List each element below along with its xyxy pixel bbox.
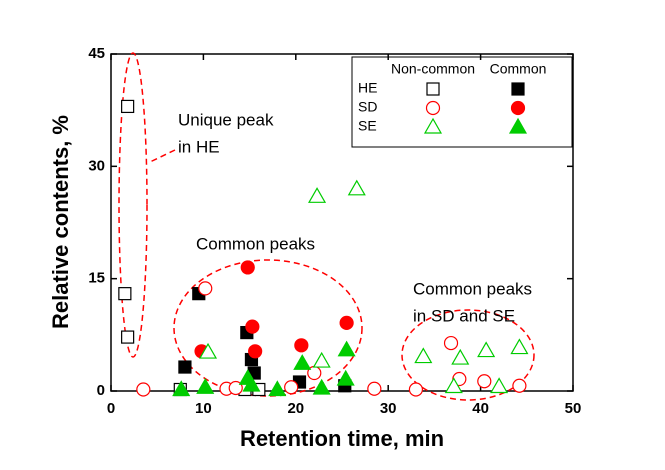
legend-label: SD [358, 99, 377, 115]
x-tick-label: 0 [107, 400, 115, 417]
point [444, 377, 463, 394]
x-tick-label: 40 [472, 400, 489, 417]
point [414, 347, 433, 364]
legend-header: Non-common [391, 61, 475, 77]
point [198, 342, 218, 359]
point [136, 382, 151, 397]
legend-marker [425, 100, 441, 116]
annotation: Unique peak [178, 110, 274, 129]
annotation: Common peaks [196, 234, 315, 253]
point [337, 340, 356, 357]
point [451, 348, 470, 365]
x-tick-label: 30 [380, 400, 397, 417]
legend [351, 56, 573, 148]
x-tick-label: 20 [287, 400, 304, 417]
y-tick-label: 30 [88, 157, 105, 174]
point [477, 374, 492, 389]
y-tick-label: 0 [97, 382, 105, 399]
point [245, 319, 260, 334]
point [196, 378, 215, 394]
annotation: in HE [178, 137, 220, 156]
point [240, 260, 255, 275]
point [248, 344, 263, 359]
ellipse [401, 309, 535, 401]
legend-label: HE [358, 80, 377, 96]
y-tick-label: 45 [88, 45, 105, 62]
highlight-ellipses [118, 52, 535, 401]
annotation: Common peaks [413, 279, 532, 298]
x-tick-label: 50 [565, 400, 582, 417]
point [118, 287, 132, 301]
legend-marker [423, 117, 443, 134]
point [121, 330, 135, 344]
point [172, 380, 191, 397]
point [408, 382, 424, 397]
point [347, 179, 366, 196]
point [308, 187, 327, 203]
ellipse [173, 259, 363, 397]
y-axis-title: Relative contents, % [48, 115, 73, 329]
legend-header: Common [490, 61, 547, 77]
point [284, 380, 299, 395]
point [268, 380, 287, 397]
point [367, 381, 382, 396]
point [490, 377, 509, 394]
point [121, 99, 135, 114]
legend-marker [426, 82, 440, 96]
annotation: in SD and SE [413, 306, 515, 325]
y-tick-label: 15 [88, 270, 105, 287]
point [178, 360, 192, 374]
point [294, 338, 309, 353]
point [510, 338, 529, 355]
legend-marker [511, 82, 525, 96]
legend-marker [508, 117, 528, 134]
ellipse [118, 52, 148, 358]
point [336, 369, 355, 386]
point [339, 315, 354, 330]
point [198, 281, 213, 296]
arrow [149, 149, 176, 163]
legend-marker [510, 100, 526, 116]
point [293, 354, 312, 370]
point [512, 378, 527, 393]
legend-label: SE [358, 118, 377, 134]
point [477, 341, 496, 358]
x-axis-title: Retention time, min [240, 426, 444, 451]
x-tick-label: 10 [195, 400, 212, 417]
point [443, 335, 459, 351]
point [312, 351, 331, 368]
point [312, 378, 331, 395]
point [242, 375, 261, 392]
